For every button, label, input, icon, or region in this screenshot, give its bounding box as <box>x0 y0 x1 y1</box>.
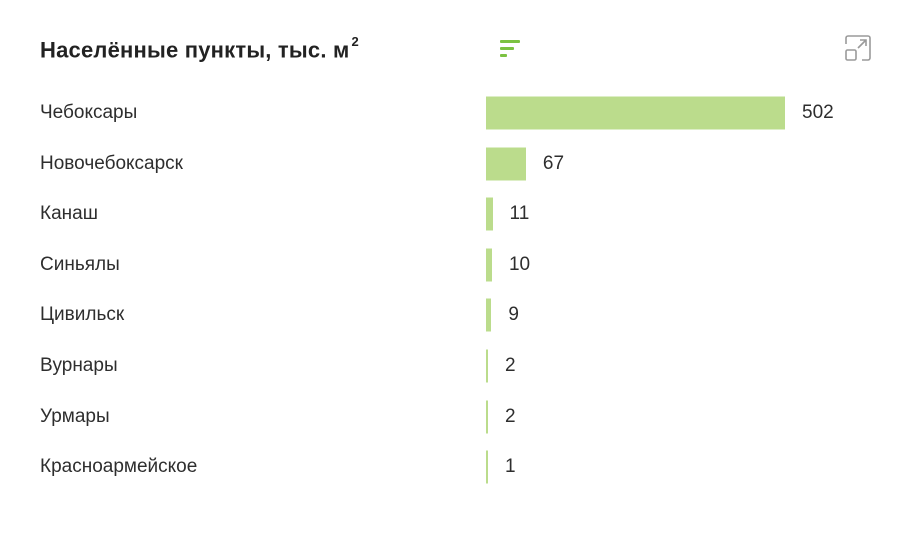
bar-label: Вурнары <box>40 355 118 376</box>
bar-value-label: 9 <box>508 304 519 326</box>
bar-label: Урмары <box>40 405 110 427</box>
bar-value-label: 502 <box>802 102 834 123</box>
bar-label: Красноармейское <box>40 456 198 478</box>
bar <box>486 96 785 130</box>
bar <box>486 197 493 231</box>
bar <box>486 349 488 383</box>
bar-label: Цивильск <box>40 304 125 326</box>
bar <box>486 400 488 434</box>
bar-value-label: 2 <box>505 355 516 376</box>
bar-value-label: 1 <box>505 456 516 478</box>
expand-icon <box>845 35 871 61</box>
bar-label: Чебоксары <box>40 102 138 123</box>
chart-title-superscript: 2 <box>351 33 359 49</box>
bar <box>486 450 488 484</box>
bar-label: Новочебоксарск <box>40 152 183 174</box>
sort-button[interactable] <box>498 36 524 62</box>
bar-value-label: 67 <box>542 152 565 174</box>
chart-title-text: Населённые пункты, тыс. м <box>40 37 350 63</box>
bar-value-label: 2 <box>505 405 516 427</box>
bar <box>486 248 492 282</box>
expand-button[interactable] <box>842 32 874 64</box>
bar <box>486 147 526 181</box>
bar-label: Канаш <box>40 203 98 225</box>
bar-value-label: 11 <box>509 203 530 225</box>
bar <box>486 298 492 332</box>
bar-label: Синьялы <box>40 253 120 275</box>
bar-value-label: 10 <box>508 253 531 275</box>
sort-lines-icon <box>500 40 520 57</box>
